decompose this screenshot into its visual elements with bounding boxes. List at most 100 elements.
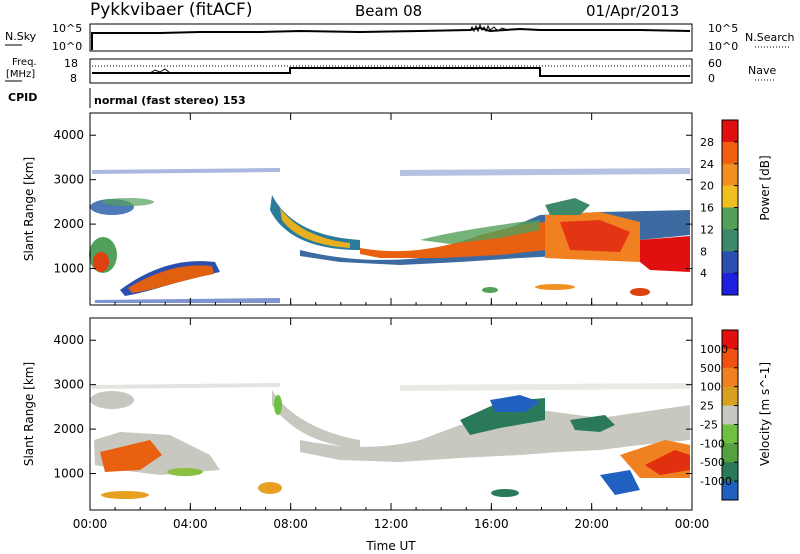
velocity-colorbar-label: Velocity [m s^-1] [758, 362, 772, 466]
power-echo-patch [560, 220, 630, 252]
velocity-echo-patch [600, 470, 640, 495]
colorbar-tick-label: 1000 [700, 343, 728, 356]
power-panel: 1000 2000 3000 4000 Slant Range [km] 28 24 20… [22, 112, 772, 306]
power-echo-patch [400, 168, 690, 176]
power-echo-patch [92, 168, 280, 174]
colorbar-tick-label: -500 [700, 456, 725, 469]
colorbar-swatch [722, 405, 738, 425]
x-tick-label: 12:00 [374, 517, 409, 531]
colorbar-swatch [722, 330, 738, 350]
sky-left-tick-bottom: 10^0 [52, 40, 82, 53]
velocity-echo-regions [90, 383, 690, 499]
x-tick-label: 16:00 [474, 517, 509, 531]
colorbar-tick-label: -100 [700, 437, 725, 450]
velocity-echo-patch [490, 395, 540, 412]
y-tick-label: 4000 [53, 128, 84, 142]
colorbar-swatch [722, 443, 738, 463]
sky-right-label: N.Search [745, 31, 795, 44]
freq-trace-dip [149, 68, 171, 74]
sky-panel-frame [89, 23, 693, 52]
velocity-echo-patch [645, 450, 690, 475]
colorbar-swatch [722, 481, 738, 501]
y-tick-label: 4000 [53, 333, 84, 347]
colorbar-swatch [722, 141, 738, 165]
cpid-panel: CPID normal (fast stereo) 153 [8, 88, 246, 108]
colorbar-frame [721, 329, 739, 501]
colorbar-tick-label: 28 [700, 136, 714, 149]
x-tick-label: 08:00 [273, 517, 308, 531]
colorbar-swatch [722, 185, 738, 208]
power-colorbar-label: Power [dB] [758, 155, 772, 220]
x-tick-label: 00:00 [675, 517, 710, 531]
colorbar-swatch [722, 163, 738, 187]
sky-left-label: N.Sky [5, 30, 37, 43]
y-tick-label: 1000 [53, 467, 84, 481]
colorbar-swatch [722, 367, 738, 388]
power-echo-regions [89, 168, 690, 303]
y-tick-label: 3000 [53, 173, 84, 187]
cpid-label: CPID [8, 91, 37, 104]
velocity-echo-patch [570, 415, 615, 432]
velocity-echo-patch [400, 383, 690, 391]
colorbar-swatch [722, 386, 738, 407]
colorbar-tick-label: 25 [700, 400, 714, 413]
x-tick-label: 20:00 [574, 517, 609, 531]
sky-panel: N.Sky 10^5 10^0 10^5 10^0 N.Search [5, 22, 795, 53]
y-tick-label: 2000 [53, 422, 84, 436]
velocity-echo-patch [92, 383, 280, 389]
power-echo-patch [102, 198, 154, 206]
freq-right-tick-bottom: 0 [708, 72, 715, 85]
colorbar-tick-label: -1000 [700, 475, 732, 488]
y-tick-label: 3000 [53, 378, 84, 392]
velocity-echo-patch [274, 395, 282, 415]
colorbar-tick-label: 12 [700, 223, 714, 236]
power-echo-patch [535, 284, 575, 290]
power-colorbar: 28 24 20 16 12 8 4 [700, 119, 739, 296]
colorbar-swatch [722, 229, 738, 252]
colorbar-swatch [722, 207, 738, 230]
time-axis-title: Time UT [365, 539, 416, 553]
freq-panel-frame [89, 58, 693, 84]
power-echo-patch [95, 298, 280, 303]
power-echo-patch [545, 198, 590, 215]
velocity-echo-patch [491, 489, 519, 497]
cpid-value: normal (fast stereo) 153 [94, 94, 246, 107]
colorbar-tick-label: 8 [700, 245, 707, 258]
colorbar-tick-label: 500 [700, 362, 721, 375]
velocity-y-label: Slant Range [km] [22, 362, 36, 466]
nave-label: Nave [748, 64, 776, 77]
colorbar-tick-label: 20 [700, 180, 714, 193]
colorbar-tick-label: 24 [700, 158, 714, 171]
beam-label: Beam 08 [355, 2, 423, 20]
radar-title: Pykkvibaer (fitACF) [90, 0, 253, 20]
colorbar-swatch [722, 462, 738, 482]
colorbar-tick-label: 4 [700, 267, 707, 280]
sky-left-tick-top: 10^5 [52, 22, 82, 35]
freq-panel: Freq. [MHz] 18 8 60 0 Nave [5, 57, 776, 85]
power-x-axis [89, 113, 693, 305]
velocity-echo-patch [100, 440, 162, 472]
velocity-echo-patch [90, 391, 134, 409]
velocity-echo-patch [101, 491, 149, 499]
power-echo-patch [482, 287, 498, 293]
freq-right-tick-top: 60 [708, 57, 722, 70]
colorbar-swatch [722, 273, 738, 296]
power-echo-patch [640, 236, 690, 272]
freq-label-line1: Freq. [12, 57, 37, 68]
power-y-axis: 1000 2000 3000 4000 [53, 128, 692, 276]
freq-label-line2: [MHz] [6, 69, 35, 80]
colorbar-swatch [722, 120, 738, 143]
freq-left-tick-bottom: 8 [70, 72, 77, 85]
freq-trace [92, 67, 690, 77]
colorbar-tick-label: -25 [700, 418, 718, 431]
time-axis-labels: 00:00 04:00 08:00 12:00 16:00 20:00 00:00 [73, 517, 710, 531]
date-label: 01/Apr/2013 [586, 2, 680, 20]
velocity-x-axis [89, 318, 693, 510]
velocity-colorbar: 1000 500 100 25 -25 -100 -500 -1000 [700, 329, 739, 501]
velocity-plot-frame [89, 317, 693, 511]
colorbar-tick-label: 100 [700, 381, 721, 394]
power-echo-patch [280, 208, 350, 248]
colorbar-swatch [722, 424, 738, 444]
power-echo-patch [128, 265, 214, 293]
